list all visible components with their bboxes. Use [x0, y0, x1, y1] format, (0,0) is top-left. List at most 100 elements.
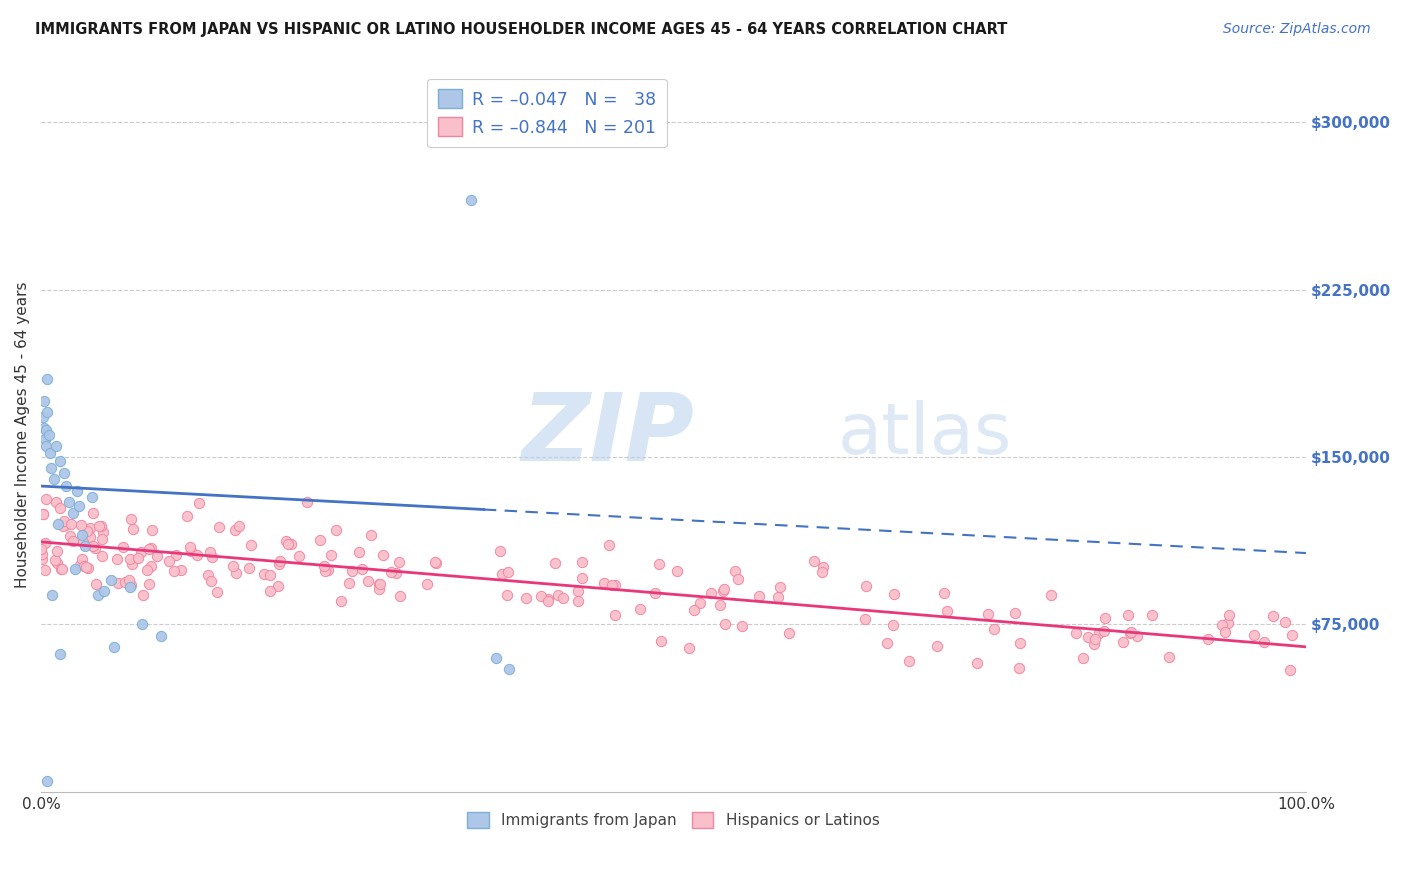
- Point: [35, 423, 58, 437]
- Point: [709, 598, 731, 612]
- Point: [55, 479, 77, 493]
- Point: [1157, 649, 1180, 664]
- Point: [388, 555, 411, 569]
- Point: [72, 535, 94, 549]
- Point: [1087, 626, 1109, 640]
- Point: [537, 592, 560, 607]
- Point: [371, 548, 394, 562]
- Point: [58, 494, 80, 508]
- Point: [239, 538, 262, 552]
- Point: [553, 591, 575, 606]
- Point: [79, 521, 101, 535]
- Point: [89, 519, 111, 533]
- Point: [1126, 629, 1149, 643]
- Point: [60, 517, 83, 532]
- Text: atlas: atlas: [838, 401, 1012, 469]
- Point: [46, 516, 69, 531]
- Point: [603, 578, 626, 592]
- Point: [82, 506, 104, 520]
- Point: [253, 567, 276, 582]
- Point: [224, 523, 246, 537]
- Point: [59, 529, 82, 543]
- Text: IMMIGRANTS FROM JAPAN VS HISPANIC OR LATINO HOUSEHOLDER INCOME AGES 45 - 64 YEAR: IMMIGRANTS FROM JAPAN VS HISPANIC OR LAT…: [35, 22, 1008, 37]
- Point: [138, 577, 160, 591]
- Point: [325, 523, 347, 537]
- Point: [176, 508, 198, 523]
- Point: [32, 507, 55, 521]
- Point: [31, 552, 53, 566]
- Point: [49, 501, 72, 516]
- Point: [811, 565, 834, 579]
- Point: [238, 561, 260, 575]
- Point: [208, 520, 231, 534]
- Point: [491, 566, 513, 581]
- Point: [1216, 615, 1239, 630]
- Point: [1119, 626, 1142, 640]
- Point: [90, 518, 112, 533]
- Point: [276, 534, 298, 549]
- Point: [51, 562, 73, 576]
- Point: [628, 601, 651, 615]
- Point: [228, 519, 250, 533]
- Point: [39, 445, 62, 459]
- Point: [1077, 630, 1099, 644]
- Point: [79, 530, 101, 544]
- Point: [45, 439, 67, 453]
- Point: [136, 563, 159, 577]
- Point: [170, 563, 193, 577]
- Point: [200, 574, 222, 589]
- Point: [100, 573, 122, 587]
- Point: [934, 585, 956, 599]
- Point: [42, 472, 65, 486]
- Point: [65, 562, 87, 576]
- Point: [165, 548, 187, 562]
- Point: [600, 577, 623, 591]
- Point: [150, 629, 173, 643]
- Point: [186, 548, 208, 562]
- Point: [52, 519, 75, 533]
- Point: [357, 574, 380, 588]
- Point: [1261, 608, 1284, 623]
- Point: [34, 563, 56, 577]
- Point: [347, 545, 370, 559]
- Point: [1008, 661, 1031, 675]
- Point: [121, 512, 143, 526]
- Point: [853, 612, 876, 626]
- Point: [34, 432, 56, 446]
- Point: [855, 579, 877, 593]
- Point: [1066, 626, 1088, 640]
- Point: [70, 528, 93, 542]
- Point: [75, 539, 97, 553]
- Point: [731, 618, 754, 632]
- Point: [288, 549, 311, 563]
- Point: [121, 557, 143, 571]
- Point: [201, 549, 224, 564]
- Point: [107, 576, 129, 591]
- Point: [678, 641, 700, 656]
- Point: [883, 587, 905, 601]
- Point: [259, 568, 281, 582]
- Point: [118, 573, 141, 587]
- Point: [34, 439, 56, 453]
- Point: [280, 537, 302, 551]
- Point: [571, 571, 593, 585]
- Point: [360, 528, 382, 542]
- Point: [1112, 635, 1135, 649]
- Point: [547, 588, 569, 602]
- Point: [983, 622, 1005, 636]
- Point: [157, 554, 180, 568]
- Point: [342, 565, 364, 579]
- Point: [352, 562, 374, 576]
- Point: [80, 490, 103, 504]
- Point: [62, 534, 84, 549]
- Point: [35, 491, 58, 506]
- Point: [368, 582, 391, 596]
- Point: [70, 517, 93, 532]
- Point: [76, 524, 98, 539]
- Point: [35, 372, 58, 386]
- Point: [139, 559, 162, 574]
- Point: [598, 538, 620, 552]
- Point: [38, 427, 60, 442]
- Point: [700, 586, 723, 600]
- Point: [197, 568, 219, 582]
